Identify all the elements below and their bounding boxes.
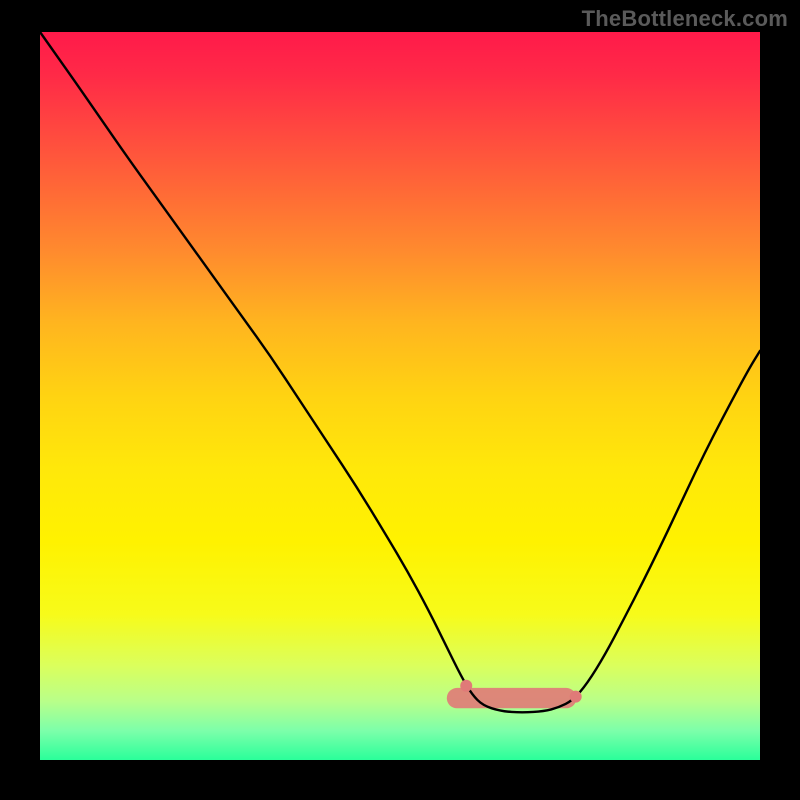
watermark-text: TheBottleneck.com [582, 6, 788, 32]
bottleneck-curve-chart [0, 0, 800, 800]
chart-container: { "watermark": { "text": "TheBottleneck.… [0, 0, 800, 800]
plot-gradient-background [40, 32, 760, 760]
